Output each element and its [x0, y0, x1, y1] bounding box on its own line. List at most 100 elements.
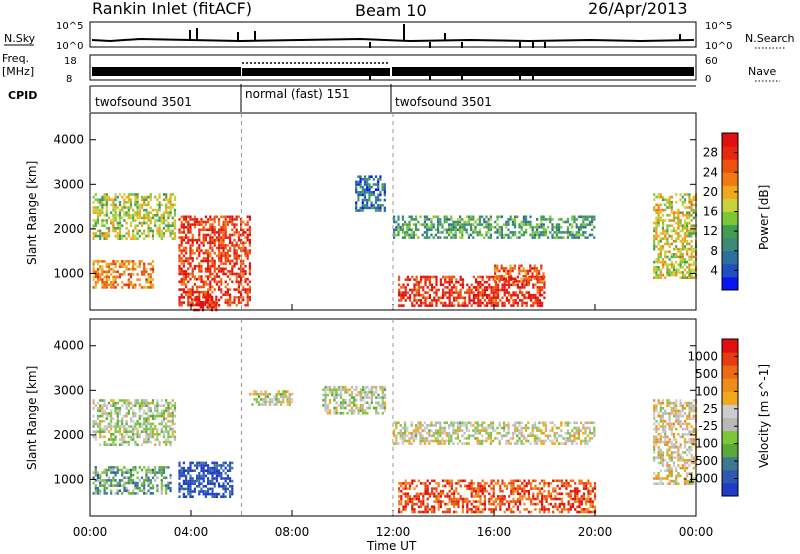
range-cell — [565, 484, 568, 488]
range-cell — [490, 487, 493, 490]
range-cell — [439, 442, 442, 445]
range-cell — [103, 401, 106, 405]
range-cell — [542, 225, 545, 229]
range-cell — [461, 236, 464, 239]
range-cell — [167, 216, 170, 220]
range-cell — [498, 431, 501, 435]
range-cell — [114, 425, 117, 428]
range-cell — [483, 502, 486, 506]
range-cell — [688, 201, 691, 204]
range-cell — [532, 495, 535, 498]
range-cell — [226, 474, 229, 478]
range-cell — [191, 288, 194, 291]
range-cell — [121, 195, 124, 199]
range-cell — [189, 231, 192, 234]
range-cell — [209, 254, 212, 258]
range-cell — [483, 508, 486, 511]
range-cell — [666, 443, 669, 446]
range-cell — [149, 262, 152, 266]
range-cell — [154, 214, 157, 217]
range-cell — [92, 278, 95, 281]
range-cell — [220, 228, 223, 232]
range-cell — [476, 231, 479, 234]
range-cell — [508, 482, 511, 485]
range-cell — [242, 262, 245, 265]
range-cell — [220, 225, 223, 229]
range-cell — [428, 492, 431, 496]
range-cell — [127, 260, 130, 263]
range-cell — [173, 203, 177, 207]
range-cell — [488, 286, 491, 289]
range-cell — [198, 249, 201, 252]
range-cell — [397, 218, 400, 221]
range-cell — [211, 303, 214, 307]
range-cell — [103, 283, 106, 287]
range-cell — [187, 267, 190, 271]
range-cell — [554, 495, 557, 498]
range-cell — [524, 274, 527, 278]
range-cell — [472, 228, 475, 232]
range-cell — [657, 474, 660, 478]
range-cell — [359, 183, 362, 186]
range-cell — [672, 247, 676, 251]
range-cell — [138, 489, 141, 493]
range-cell — [116, 407, 119, 410]
range-cell — [547, 502, 550, 506]
range-cell — [522, 437, 525, 440]
range-cell — [664, 425, 667, 428]
range-cell — [483, 304, 486, 307]
range-cell — [450, 301, 453, 305]
range-cell — [134, 486, 137, 490]
range-cell — [521, 495, 524, 498]
range-cell — [151, 427, 155, 431]
range-cell — [423, 429, 426, 432]
range-cell — [657, 208, 660, 212]
range-cell — [96, 206, 100, 209]
range-cell — [226, 301, 229, 304]
range-cell — [107, 430, 111, 433]
range-cell — [677, 268, 680, 272]
range-cell — [511, 434, 514, 438]
range-cell — [527, 296, 530, 300]
range-cell — [211, 474, 214, 478]
range-cell — [136, 420, 139, 423]
range-cell — [505, 269, 508, 273]
range-cell — [200, 482, 203, 485]
range-cell — [437, 218, 440, 221]
range-cell — [529, 277, 532, 281]
range-cell — [361, 178, 364, 181]
range-cell — [233, 272, 236, 276]
range-cell — [397, 231, 400, 234]
range-cell — [178, 244, 181, 247]
range-cell — [213, 259, 216, 263]
range-cell — [492, 492, 495, 496]
range-cell — [138, 425, 141, 428]
range-cell — [359, 209, 362, 212]
range-cell — [461, 283, 464, 287]
range-cell — [552, 497, 555, 501]
range-cell — [452, 225, 455, 229]
range-cell — [571, 223, 574, 226]
range-cell — [675, 211, 678, 214]
range-cell — [668, 219, 671, 222]
range-cell — [235, 228, 238, 232]
range-cell — [668, 224, 671, 227]
range-cell — [655, 216, 658, 220]
range-cell — [198, 236, 201, 239]
range-cell — [675, 271, 678, 274]
range-cell — [149, 492, 152, 495]
range-cell — [138, 211, 141, 214]
range-cell — [169, 195, 172, 199]
range-cell — [180, 259, 183, 263]
range-cell — [545, 497, 548, 501]
range-cell — [664, 255, 667, 259]
range-cell — [497, 296, 500, 300]
range-cell — [555, 228, 558, 232]
range-cell — [431, 286, 434, 289]
range-cell — [103, 468, 106, 472]
range-cell — [180, 257, 183, 260]
range-cell — [185, 218, 188, 221]
range-cell — [533, 437, 536, 440]
range-cell — [510, 304, 513, 307]
range-cell — [476, 218, 479, 221]
